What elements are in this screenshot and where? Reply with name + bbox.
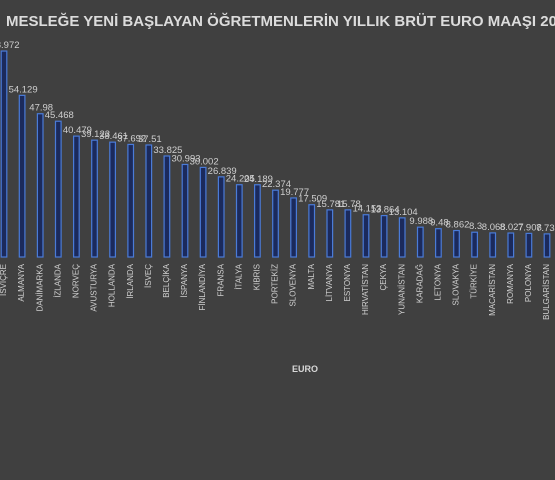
category-label-20: ESTONYA: [343, 263, 352, 301]
category-label-15: KIBRIS: [253, 264, 262, 290]
category-label-9: İSVEÇ: [144, 264, 153, 288]
bar-21: [362, 214, 370, 258]
category-label-1: İSVİÇRE: [0, 264, 8, 296]
bar-12: [199, 166, 207, 258]
category-label-19: LİTVANYA: [325, 263, 334, 301]
category-label-27: TÜRKİYE: [470, 264, 479, 299]
value-label-14: 24.205: [226, 174, 255, 185]
bar-13: [217, 176, 225, 258]
value-label-16: 22.374: [262, 179, 291, 190]
bar-18: [308, 204, 316, 258]
category-label-31: BULGARİSTAN: [542, 264, 551, 320]
category-label-22: ÇEKYA: [379, 263, 388, 290]
value-label-20: 15.78: [337, 199, 361, 210]
bar-5: [72, 135, 80, 258]
bar-23: [398, 217, 406, 258]
value-label-6: 39.123: [81, 129, 110, 140]
value-label-13: 26.839: [208, 166, 237, 177]
category-label-17: SLOVENYA: [289, 263, 298, 306]
bar-31: [543, 233, 551, 258]
bar-28: [489, 232, 497, 258]
value-label-28: 8.068: [482, 222, 506, 233]
category-label-25: LETONYA: [434, 263, 443, 300]
value-label-9: 37.51: [138, 134, 162, 145]
bar-17: [290, 197, 297, 258]
x-axis-label: EURO: [292, 364, 318, 374]
category-label-21: HIRVATİSTAN: [361, 264, 370, 315]
value-label-29: 8.027: [500, 222, 524, 233]
value-label-7: 38.461: [99, 131, 128, 142]
value-label-17: 19.777: [280, 187, 309, 198]
bar-7: [109, 141, 117, 258]
category-label-3: DANİMARKA: [35, 263, 44, 311]
bar-8: [127, 143, 135, 258]
bar-19: [326, 209, 334, 258]
value-label-5: 40.479: [63, 125, 92, 136]
bar-15: [254, 184, 261, 258]
bar-4: [54, 120, 62, 258]
value-label-21: 14.153: [352, 204, 381, 215]
value-label-3: 47.98: [29, 103, 53, 114]
bar-22: [380, 215, 388, 258]
value-label-11: 30.993: [171, 153, 200, 164]
bar-14: [235, 184, 243, 258]
bar-27: [471, 231, 478, 258]
category-label-18: MALTA: [307, 263, 316, 289]
category-label-16: PORTEKİZ: [271, 264, 280, 304]
category-label-24: KARADAĞ: [415, 264, 424, 303]
category-label-10: BELÇİKA: [162, 263, 171, 297]
bar-10: [163, 155, 171, 258]
category-tick-labels: İSVİÇRE ALMANYA DANİMARKA İZLANDA NORVEÇ AVUS…: [0, 263, 551, 320]
bar-20: [344, 209, 352, 258]
bar-2: [18, 94, 26, 258]
value-label-15: 24.189: [244, 174, 273, 185]
category-label-26: SLOVAKYA: [452, 263, 461, 305]
bar-26: [453, 229, 460, 258]
bar-11: [181, 163, 189, 258]
bar-24: [416, 226, 424, 258]
value-label-30: 7.908: [518, 222, 542, 233]
category-label-2: ALMANYA: [17, 263, 26, 301]
category-label-13: FRANSA: [216, 263, 225, 296]
value-label-25: 9.48: [430, 218, 449, 229]
value-label-24: 9.988: [409, 216, 433, 227]
category-label-7: HOLLANDA: [108, 263, 117, 307]
bars-layer: [0, 50, 551, 258]
value-label-23: 13.104: [389, 207, 418, 218]
bar-30: [525, 232, 533, 258]
value-label-18: 17.509: [298, 194, 327, 205]
category-label-5: NORVEÇ: [72, 264, 81, 298]
value-label-19: 15.781: [316, 199, 345, 210]
bar-3: [36, 113, 44, 258]
chart-title: MESLEĞE YENİ BAŞLAYAN ÖĞRETMENLERİN YILL…: [6, 12, 555, 30]
category-label-28: MACARİSTAN: [488, 264, 497, 316]
value-label-2: 54.129: [9, 84, 38, 95]
value-label-1: 68.972: [0, 40, 20, 51]
category-label-6: AVUSTURYA: [90, 263, 99, 311]
category-label-4: İZLANDA: [53, 263, 62, 297]
bar-16: [272, 189, 279, 258]
category-label-8: İRLANDA: [126, 263, 135, 298]
value-label-4: 45.468: [45, 110, 74, 121]
bar-9: [145, 144, 153, 258]
category-label-29: ROMANYA: [506, 263, 515, 304]
value-label-27: 8.3: [469, 221, 482, 232]
bar-6: [91, 139, 98, 258]
bar-29: [507, 232, 515, 258]
category-label-12: FİNLANDİYA: [198, 263, 207, 310]
bar-1: [0, 50, 8, 258]
value-label-26: 8.862: [446, 220, 470, 231]
category-label-30: POLONYA: [524, 263, 533, 302]
value-label-12: 30.002: [190, 156, 219, 167]
value-label-31: 7.736: [536, 223, 555, 234]
value-label-22: 13.864: [371, 205, 400, 216]
category-label-14: İTALYA: [234, 263, 243, 289]
category-label-11: İSPANYA: [180, 263, 189, 297]
category-label-23: YUNANİSTAN: [397, 264, 406, 315]
value-label-8: 37.692: [117, 133, 146, 144]
bar-25: [435, 228, 442, 258]
value-label-10: 33.825: [153, 145, 182, 156]
